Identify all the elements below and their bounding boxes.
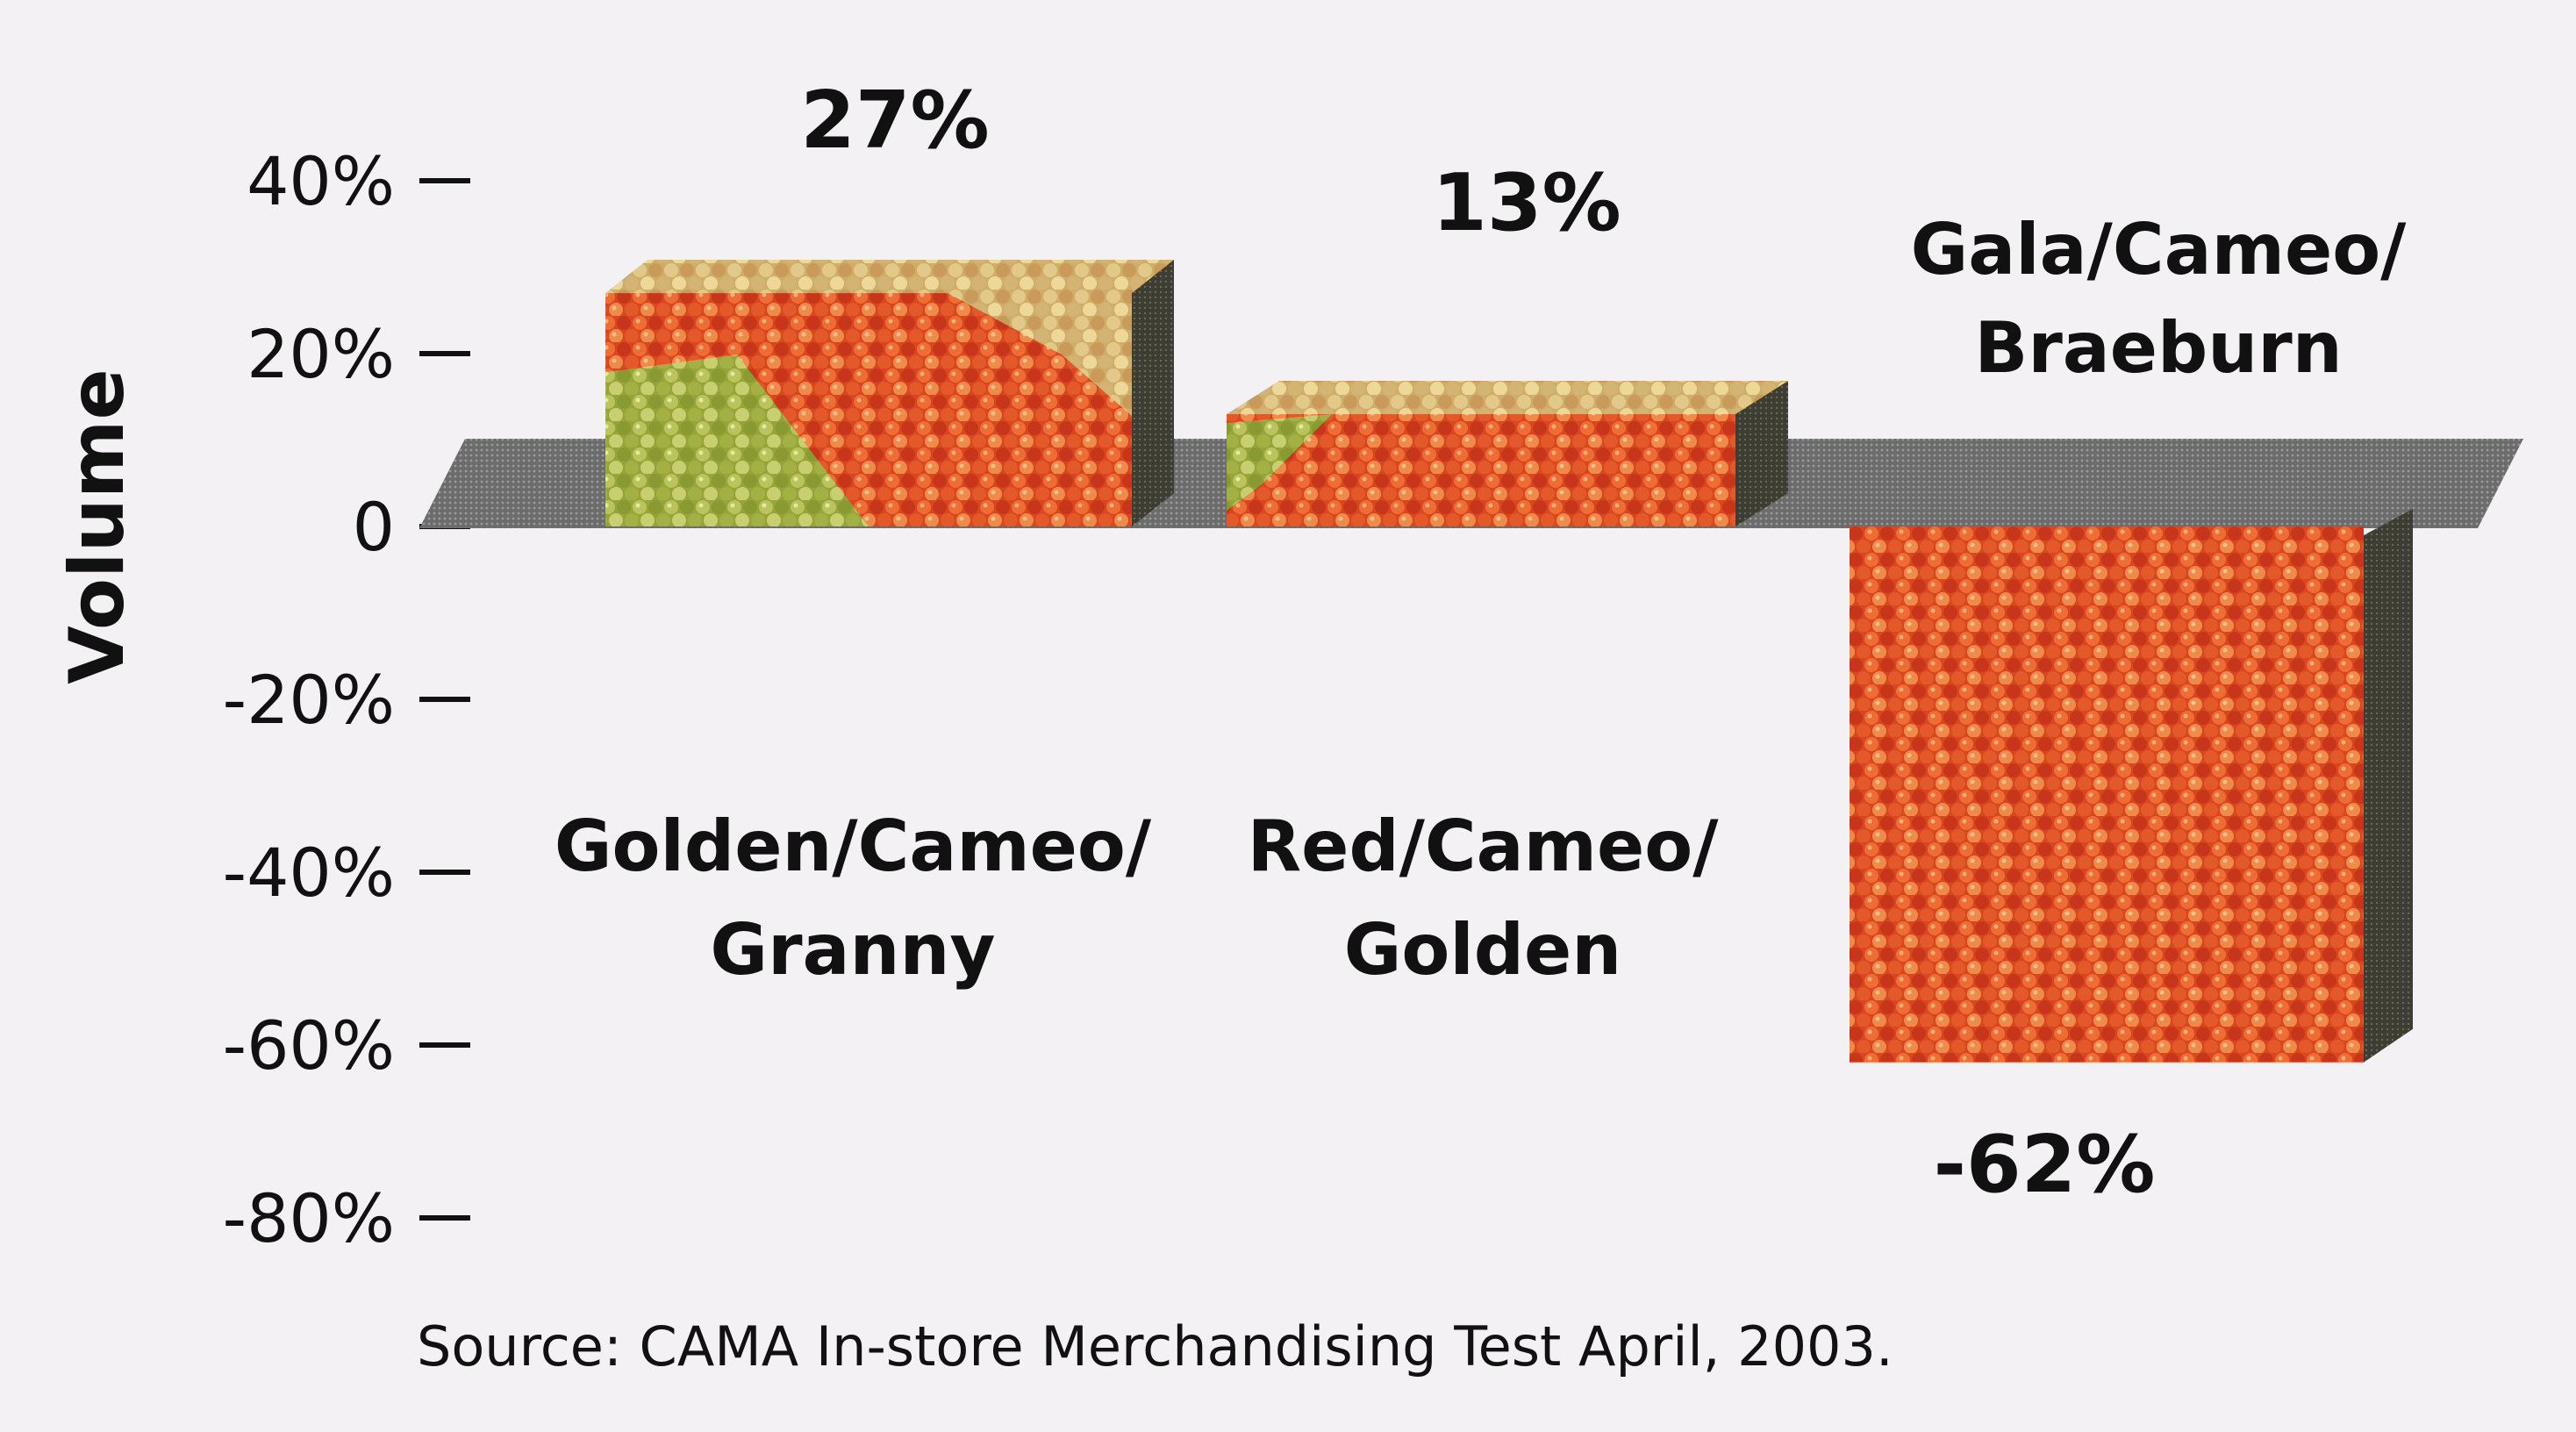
bar-yellow-patch-golden-cameo-granny (948, 293, 1132, 417)
bar-side-face-red-cameo-golden (1735, 380, 1788, 526)
bar-green-patch-golden-cameo-granny (605, 354, 869, 526)
category-label-golden-cameo-granny-line1: Golden/Cameo/ (555, 806, 1152, 887)
bar-gala-cameo-braeburn (1850, 526, 2364, 1063)
bar-top-face-golden-cameo-granny (605, 260, 1174, 294)
y-tick-label: 40% (247, 142, 395, 220)
bar-green-patch-red-cameo-golden (1227, 413, 1332, 511)
source-note: Source: CAMA In-store Merchandising Test… (417, 1314, 1893, 1378)
bar-side-face-golden-cameo-granny (1132, 260, 1174, 526)
bars (605, 260, 2413, 1063)
y-tick-label: 0 (353, 488, 395, 566)
value-label-golden-cameo-granny: 27% (800, 75, 989, 167)
y-axis: 40% 20% 0 -20% -40% -60% -80% (223, 142, 470, 1257)
y-axis-title: Volume (54, 369, 141, 684)
y-tick-label: 20% (247, 315, 395, 393)
y-tick-label: -40% (223, 834, 395, 912)
category-label-gala-cameo-braeburn-line2: Braeburn (1974, 307, 2342, 389)
y-tick-label: -20% (223, 661, 395, 739)
y-tick-label: -80% (223, 1179, 395, 1257)
category-label-red-cameo-golden-line1: Red/Cameo/ (1248, 806, 1720, 887)
category-label-gala-cameo-braeburn-line1: Gala/Cameo/ (1911, 209, 2408, 290)
category-label-golden-cameo-granny-line2: Granny (710, 909, 995, 991)
y-tick-label: -60% (223, 1006, 395, 1085)
category-label-red-cameo-golden-line2: Golden (1344, 909, 1622, 991)
bar-top-face-red-cameo-golden (1227, 380, 1788, 414)
value-label-gala-cameo-braeburn: -62% (1934, 1119, 2156, 1211)
value-label-red-cameo-golden: 13% (1432, 157, 1621, 249)
bar-side-face-gala-cameo-braeburn (2364, 509, 2413, 1063)
